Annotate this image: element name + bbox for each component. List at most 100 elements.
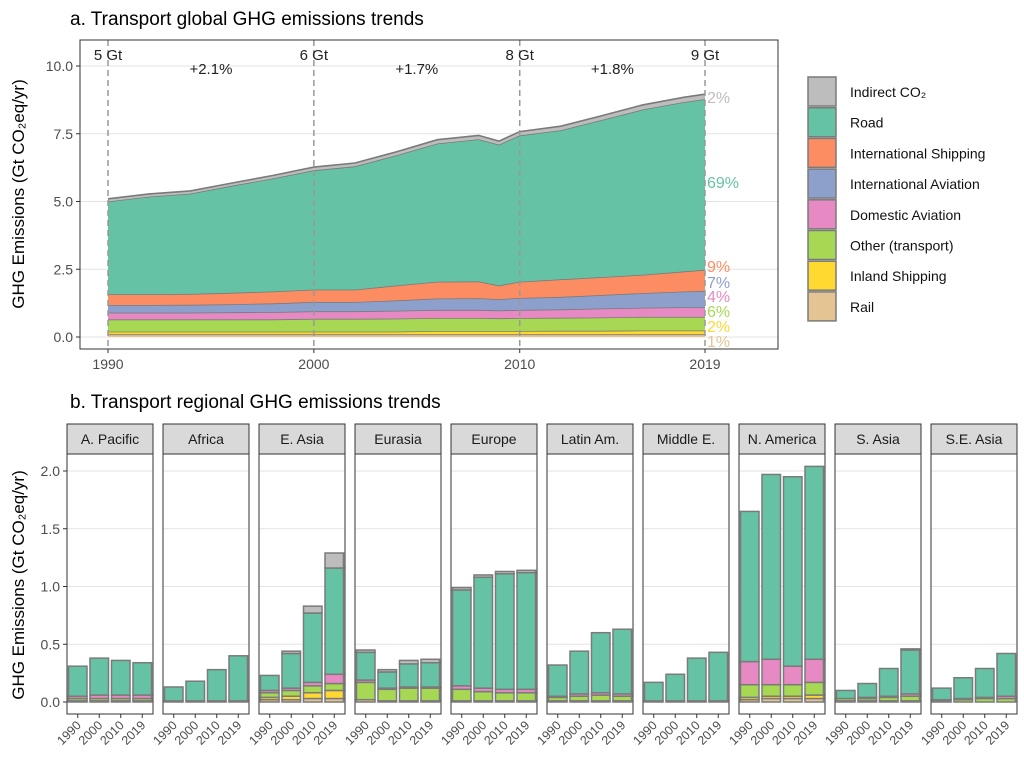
bar-segment	[281, 650, 302, 655]
facet-label: E. Asia	[280, 431, 324, 447]
share-label: 9%	[707, 259, 730, 276]
legend-label: Other (transport)	[850, 238, 953, 254]
bar-segment	[761, 473, 782, 661]
facet-label: Eurasia	[374, 431, 422, 447]
bar-segment	[67, 665, 88, 697]
x-tick-label: 2019	[311, 718, 341, 748]
bar-segment	[89, 657, 110, 696]
facet-label: S. Asia	[856, 431, 900, 447]
bar-segment	[782, 683, 803, 697]
bar-segment	[804, 465, 825, 661]
y-tick-label: 7.5	[54, 126, 74, 142]
total-label: 5 Gt	[94, 47, 123, 64]
chart-a-title: a. Transport global GHG emissions trends	[70, 9, 424, 30]
legend-swatch	[807, 199, 837, 230]
facet-plot-border	[162, 453, 250, 715]
bar-segment	[569, 650, 590, 695]
bar-segment	[281, 652, 302, 689]
bar-segment	[355, 651, 376, 681]
area-outline	[107, 93, 706, 200]
bar-segment	[516, 692, 537, 702]
x-tick-label: 2019	[119, 718, 149, 748]
total-label: 8 Gt	[506, 47, 535, 64]
facet-label: N. America	[748, 431, 817, 447]
legend-swatch	[807, 168, 837, 199]
bar-segment	[473, 690, 494, 702]
y-tick-label: 2.0	[41, 463, 61, 479]
chart-a-plot-border	[79, 39, 779, 350]
x-tick-label: 2019	[791, 718, 821, 748]
bar-segment	[739, 510, 760, 663]
bar-segment	[281, 689, 302, 697]
share-label: 6%	[707, 304, 730, 321]
y-tick-label: 1.0	[41, 579, 61, 595]
x-tick-label: 2019	[407, 718, 437, 748]
bar-segment	[931, 687, 952, 701]
bar-segment	[163, 686, 184, 702]
area-international-aviation	[108, 290, 705, 313]
bar-segment	[739, 660, 760, 686]
legend-swatch	[807, 260, 837, 291]
facet-label: Europe	[471, 431, 516, 447]
bar-segment	[953, 676, 974, 700]
bar-segment	[420, 661, 441, 688]
total-label: 6 Gt	[300, 47, 329, 64]
growth-rate-label: +1.8%	[591, 61, 634, 78]
legend-label: International Aviation	[850, 176, 980, 192]
chart-b-title: b. Transport regional GHG emissions tren…	[70, 392, 441, 413]
bar-segment	[259, 674, 280, 692]
chart-b-y-axis: 0.0 0.5 1.0 1.5 2.0	[41, 463, 67, 710]
area-international-shipping	[108, 269, 705, 305]
facet-strip	[546, 423, 634, 455]
bar-segment	[451, 586, 472, 591]
facet-label: A. Pacific	[81, 431, 139, 447]
legend-label: Road	[850, 115, 883, 131]
facet-plot-border	[546, 453, 634, 715]
bar-segment	[708, 651, 729, 702]
chart-a-areas	[107, 93, 706, 337]
y-tick-label: 0.5	[41, 636, 61, 652]
facet-label: Africa	[188, 431, 224, 447]
area-road	[108, 99, 705, 295]
chart-a-legend: Indirect CO₂ Road International Shipping In…	[807, 76, 985, 322]
x-tick-label: 2019	[695, 718, 725, 748]
bar-segment	[761, 658, 782, 686]
facet-plot-border	[834, 453, 922, 715]
bar-segment	[739, 683, 760, 699]
bar-segment	[206, 668, 227, 702]
facet-plot-border	[642, 453, 730, 715]
bar-segment	[782, 665, 803, 686]
chart-a-y-axis-label: GHG Emissions (Gt CO₂eq/yr)	[9, 79, 28, 309]
bar-segment	[377, 688, 398, 702]
share-label: 7%	[707, 275, 730, 292]
x-tick-label: 2019	[983, 718, 1013, 748]
bar-segment	[302, 605, 323, 614]
chart-a-y-axis: 0.0 2.5 5.0 7.5 10.0	[46, 58, 80, 345]
x-tick-label: 2019	[887, 718, 917, 748]
bar-segment	[996, 652, 1017, 697]
bar-segment	[612, 628, 633, 695]
y-tick-label: 0.0	[54, 329, 74, 345]
facet-strip	[258, 423, 346, 455]
bar-segment	[686, 657, 707, 702]
bar-segment	[494, 570, 515, 575]
bar-segment	[451, 589, 472, 687]
x-tick-label: 2000	[298, 356, 329, 372]
chart-a-x-axis: 1990 2000 2010 2019	[92, 349, 721, 372]
chart-a-year-markers	[107, 40, 706, 349]
bar-segment	[355, 649, 376, 654]
y-tick-label: 10.0	[46, 58, 73, 74]
bar-segment	[324, 552, 345, 569]
bar-segment	[494, 692, 515, 702]
bar-segment	[302, 685, 323, 694]
bar-segment	[473, 574, 494, 579]
growth-rate-label: +2.1%	[189, 61, 232, 78]
bar-segment	[302, 692, 323, 700]
share-label: 4%	[707, 289, 730, 306]
facet-strip	[162, 423, 250, 455]
bar-segment	[398, 659, 419, 665]
bar-segment	[857, 682, 878, 699]
bar-segment	[878, 667, 899, 697]
